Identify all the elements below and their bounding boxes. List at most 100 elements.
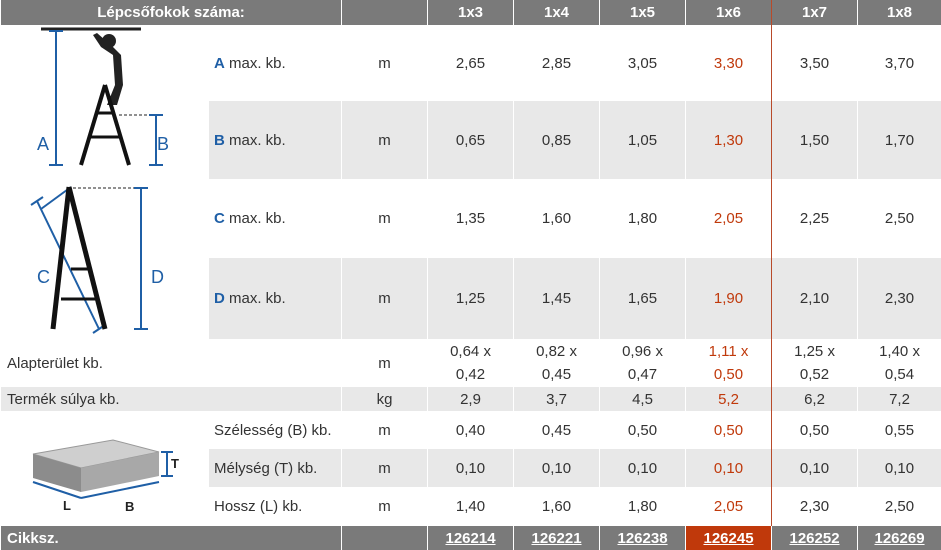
row-c-unit: m bbox=[342, 179, 428, 258]
cell: 3,50 bbox=[772, 25, 858, 101]
product-code-link[interactable]: 126252 bbox=[772, 526, 858, 550]
package-diagram: T L B bbox=[1, 411, 209, 526]
header-col-1x3: 1x3 bbox=[428, 0, 514, 25]
ladder-diagram-bottom: C D bbox=[1, 179, 209, 339]
row-width: T L B Szélesség (B) kb. m 0,40 0,45 0,50… bbox=[1, 411, 941, 449]
cell: 5,2 bbox=[686, 387, 772, 411]
cell: 6,2 bbox=[772, 387, 858, 411]
ladder-standing-illustration: A B bbox=[1, 25, 209, 175]
cell: 2,10 bbox=[772, 258, 858, 339]
cell: 2,30 bbox=[858, 258, 941, 339]
cell: 1,70 bbox=[858, 101, 941, 179]
cell: 2,05 bbox=[686, 179, 772, 258]
cell: 3,70 bbox=[858, 25, 941, 101]
cell: 1,40 bbox=[428, 487, 514, 526]
area-label: Alapterület kb. bbox=[1, 339, 342, 387]
ladder-diagram-top: A B bbox=[1, 25, 209, 179]
cell: 1,90 bbox=[686, 258, 772, 339]
cell: 2,85 bbox=[514, 25, 600, 101]
cell: 0,55 bbox=[858, 411, 941, 449]
cell: 3,30 bbox=[686, 25, 772, 101]
cell: 1,60 bbox=[514, 179, 600, 258]
dim-letter-a: A bbox=[37, 134, 49, 154]
cell: 0,85 bbox=[514, 101, 600, 179]
cell: 2,05 bbox=[686, 487, 772, 526]
cell: 3,05 bbox=[600, 25, 686, 101]
row-c: C D C max. kb. m 1,35 1,60 1,80 2,05 2,2… bbox=[1, 179, 941, 258]
header-row: Lépcsőfokok száma: 1x3 1x4 1x5 1x6 1x7 1… bbox=[1, 0, 941, 25]
dim-letter-t: T bbox=[171, 456, 179, 471]
footer-row: Cikksz. 126214 126221 126238 126245 1262… bbox=[1, 526, 941, 550]
cell: 2,50 bbox=[858, 487, 941, 526]
cell: 7,2 bbox=[858, 387, 941, 411]
length-label: Hossz (L) kb. bbox=[209, 487, 342, 526]
cell: 1,65 bbox=[600, 258, 686, 339]
cell: 2,9 bbox=[428, 387, 514, 411]
dim-letter-d: D bbox=[151, 267, 164, 287]
cell: 1,25 bbox=[428, 258, 514, 339]
cell: 1,80 bbox=[600, 487, 686, 526]
product-code-link[interactable]: 126214 bbox=[428, 526, 514, 550]
product-code-link[interactable]: 126221 bbox=[514, 526, 600, 550]
width-label: Szélesség (B) kb. bbox=[209, 411, 342, 449]
dim-letter-c: C bbox=[37, 267, 50, 287]
weight-unit: kg bbox=[342, 387, 428, 411]
cell: 0,50 bbox=[772, 411, 858, 449]
cell: 0,50 bbox=[600, 411, 686, 449]
footer-unit bbox=[342, 526, 428, 550]
cell: 1,30 bbox=[686, 101, 772, 179]
header-col-1x4: 1x4 bbox=[514, 0, 600, 25]
header-col-1x7: 1x7 bbox=[772, 0, 858, 25]
cell: 4,5 bbox=[600, 387, 686, 411]
row-a-unit: m bbox=[342, 25, 428, 101]
cell: 2,50 bbox=[858, 179, 941, 258]
cell: 0,10 bbox=[686, 449, 772, 487]
cell: 3,7 bbox=[514, 387, 600, 411]
cell: 0,45 bbox=[514, 411, 600, 449]
cell: 1,80 bbox=[600, 179, 686, 258]
product-code-link-selected[interactable]: 126245 bbox=[686, 526, 772, 550]
package-box-illustration: T L B bbox=[1, 412, 209, 522]
cell: 0,40 bbox=[428, 411, 514, 449]
header-col-1x5: 1x5 bbox=[600, 0, 686, 25]
ladder-folded-illustration: C D bbox=[1, 179, 209, 335]
cell: 2,65 bbox=[428, 25, 514, 101]
weight-label: Termék súlya kb. bbox=[1, 387, 342, 411]
cell: 2,25 bbox=[772, 179, 858, 258]
dim-letter-l: L bbox=[63, 498, 71, 513]
cell: 0,10 bbox=[772, 449, 858, 487]
row-b-unit: m bbox=[342, 101, 428, 179]
header-unit bbox=[342, 0, 428, 25]
cell: 1,35 bbox=[428, 179, 514, 258]
cell: 1,05 bbox=[600, 101, 686, 179]
header-col-1x6: 1x6 bbox=[686, 0, 772, 25]
depth-label: Mélység (T) kb. bbox=[209, 449, 342, 487]
cell: 0,10 bbox=[858, 449, 941, 487]
cell: 0,10 bbox=[600, 449, 686, 487]
row-a-label: A max. kb. bbox=[209, 25, 342, 101]
cell: 0,10 bbox=[428, 449, 514, 487]
product-code-link[interactable]: 126238 bbox=[600, 526, 686, 550]
cell: 0,10 bbox=[514, 449, 600, 487]
row-b-label: B max. kb. bbox=[209, 101, 342, 179]
footer-label: Cikksz. bbox=[1, 526, 342, 550]
cell: 1,50 bbox=[772, 101, 858, 179]
dim-letter-b2: B bbox=[125, 499, 134, 514]
cell: 2,30 bbox=[772, 487, 858, 526]
cell: 0,50 bbox=[686, 411, 772, 449]
row-a: A B A max. kb. m 2,65 2,85 3,05 bbox=[1, 25, 941, 101]
row-weight: Termék súlya kb. kg 2,9 3,7 4,5 5,2 6,2 … bbox=[1, 387, 941, 411]
row-d-label: D max. kb. bbox=[209, 258, 342, 339]
area-unit: m bbox=[342, 339, 428, 387]
cell: 1,45 bbox=[514, 258, 600, 339]
product-code-link[interactable]: 126269 bbox=[858, 526, 941, 550]
width-unit: m bbox=[342, 411, 428, 449]
